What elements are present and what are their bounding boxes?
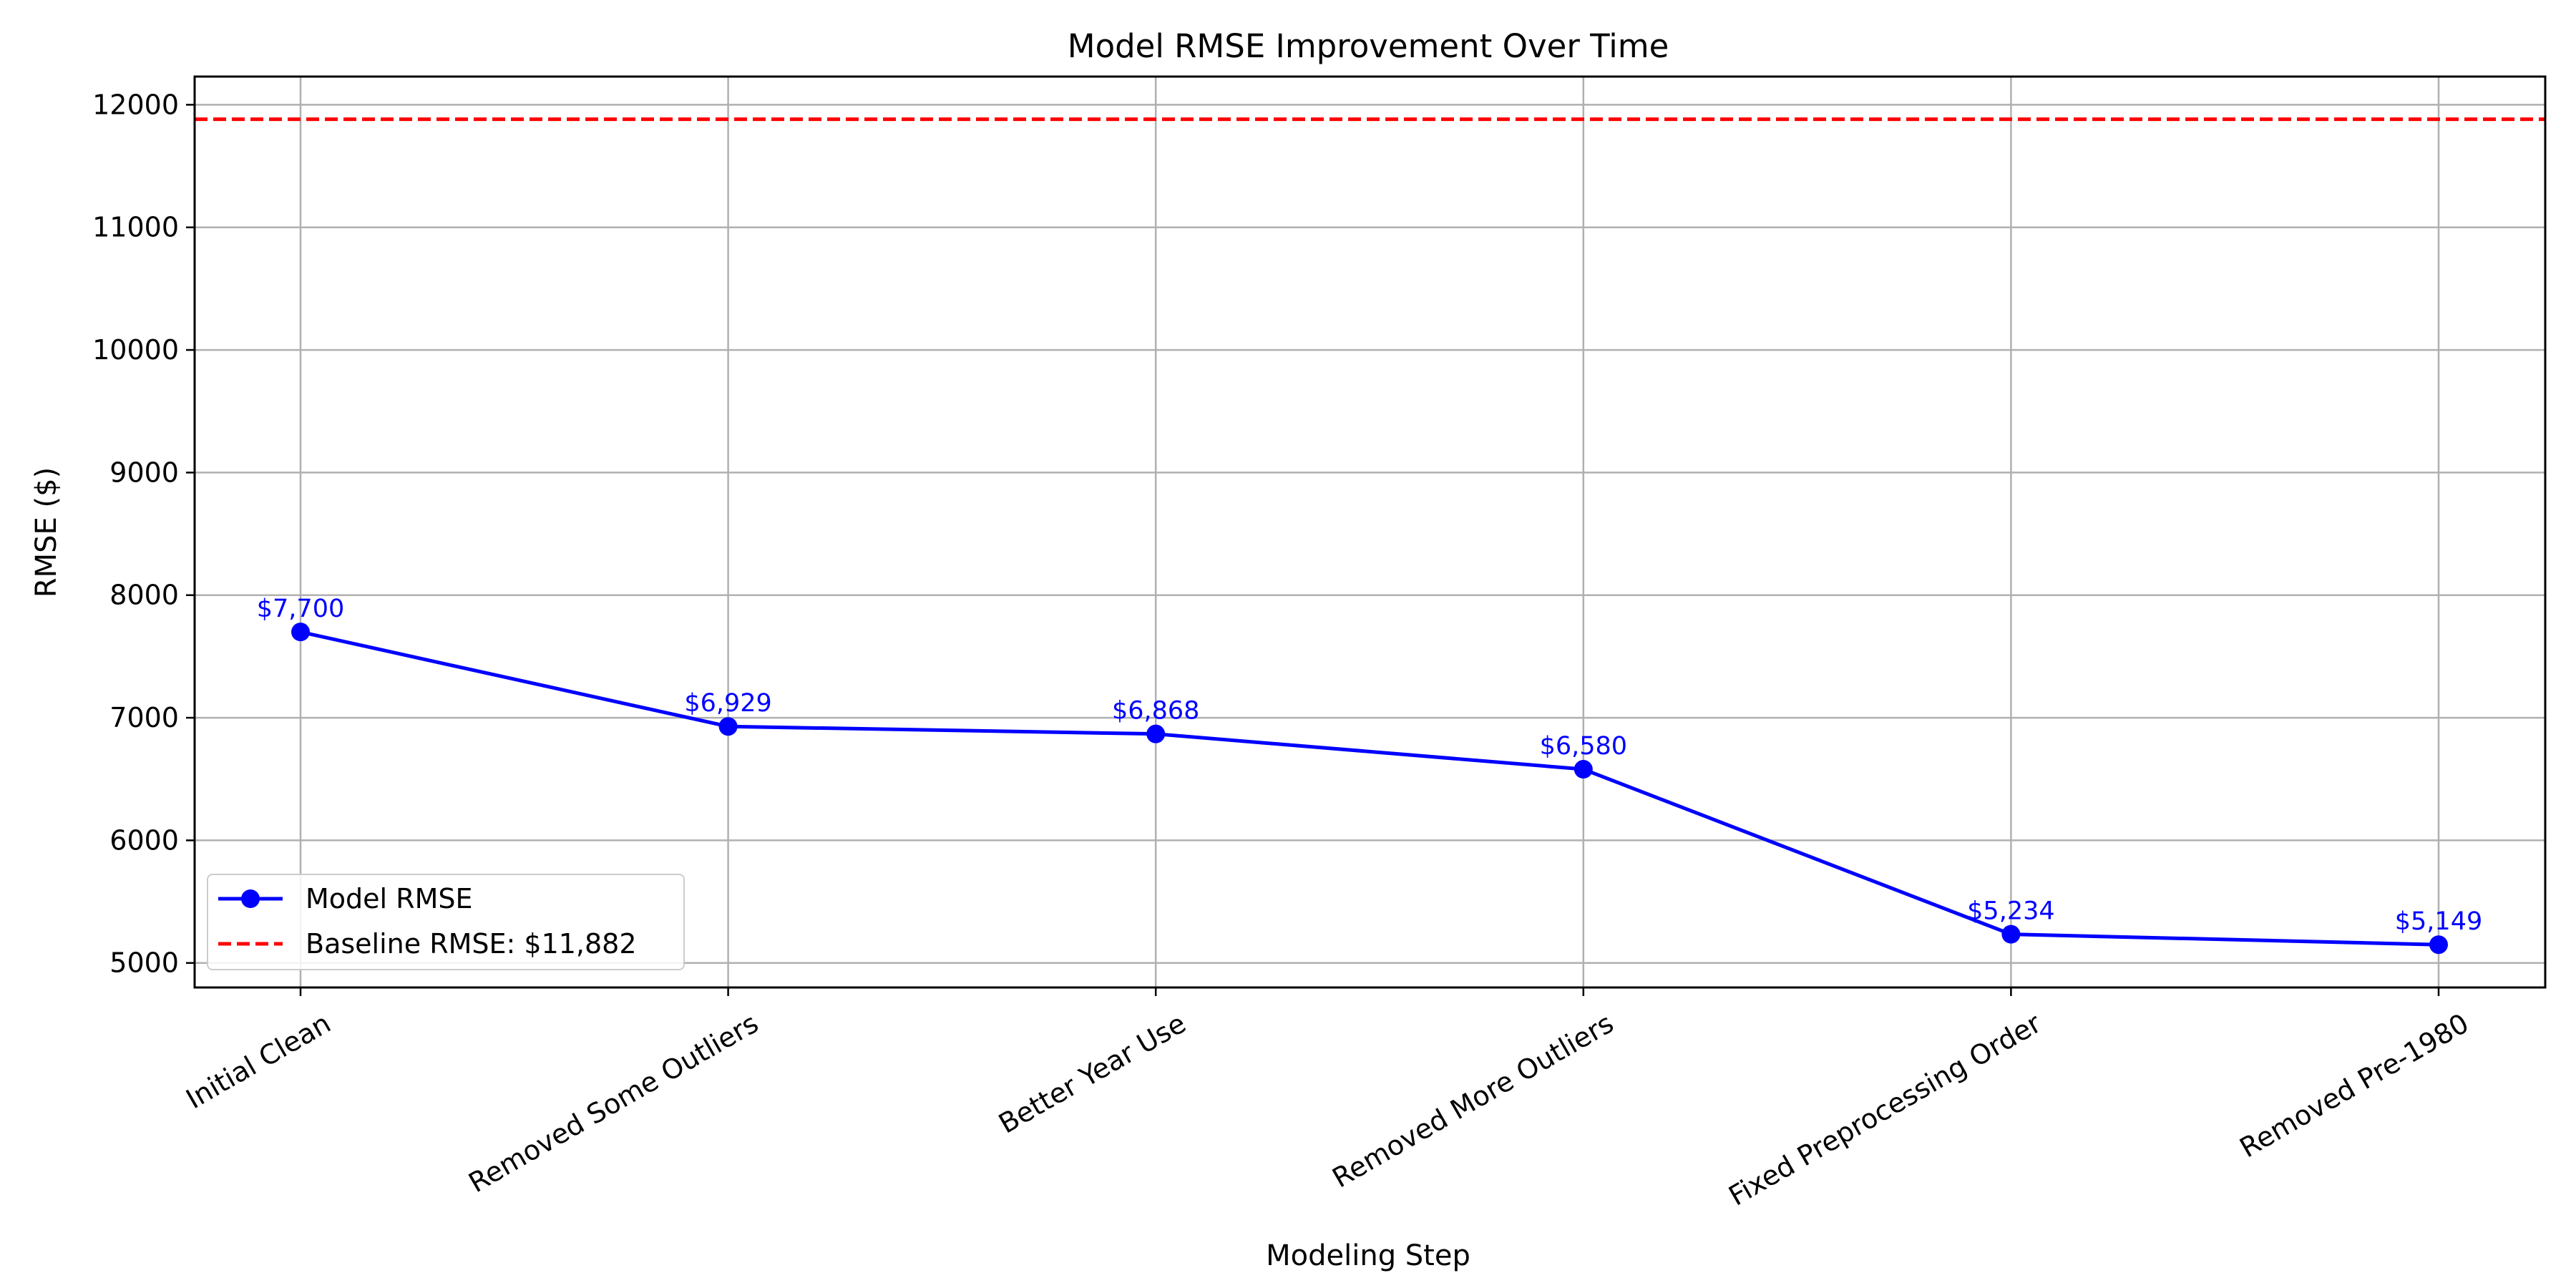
y-tick-label-6000: 6000 bbox=[109, 824, 179, 856]
data-label-2: $6,868 bbox=[1112, 697, 1199, 726]
point-labels: $7,700 $6,929 $6,868 $6,580 $5,234 $5,149 bbox=[257, 595, 2482, 936]
x-tick-label-2: Better Year Use bbox=[993, 1008, 1191, 1140]
data-label-4: $5,234 bbox=[1967, 897, 2054, 926]
legend-model-label: Model RMSE bbox=[306, 883, 473, 914]
y-axis-ticks: 5000 6000 7000 8000 9000 10000 11000 12000 bbox=[92, 89, 195, 979]
x-tick-label-4: Fixed Preprocessing Order bbox=[1724, 1008, 2047, 1212]
data-point-1 bbox=[718, 717, 738, 736]
legend: Model RMSE Baseline RMSE: $11,882 bbox=[207, 874, 685, 970]
x-tick-label-0: Initial Clean bbox=[181, 1008, 336, 1116]
data-label-3: $6,580 bbox=[1540, 732, 1627, 761]
y-tick-label-11000: 11000 bbox=[92, 212, 179, 243]
data-label-5: $5,149 bbox=[2395, 907, 2482, 936]
legend-baseline-label: Baseline RMSE: $11,882 bbox=[306, 928, 637, 960]
y-axis-label: RMSE ($) bbox=[30, 467, 63, 597]
y-tick-label-8000: 8000 bbox=[109, 580, 179, 611]
y-tick-label-7000: 7000 bbox=[109, 702, 179, 733]
y-tick-label-10000: 10000 bbox=[92, 334, 179, 366]
x-tick-label-3: Removed More Outliers bbox=[1327, 1008, 1619, 1194]
chart-title: Model RMSE Improvement Over Time bbox=[1068, 27, 1669, 65]
legend-model-marker bbox=[241, 889, 260, 908]
x-axis-ticks: Initial Clean Removed Some Outliers Better… bbox=[181, 987, 2474, 1212]
y-tick-label-12000: 12000 bbox=[92, 89, 179, 120]
series-line-0 bbox=[300, 630, 2439, 947]
x-tick-label-1: Removed Some Outliers bbox=[464, 1008, 764, 1199]
grid bbox=[195, 77, 2545, 987]
plot-frame bbox=[193, 75, 2547, 989]
y-tick-label-9000: 9000 bbox=[109, 457, 179, 488]
x-tick-label-5: Removed Pre-1980 bbox=[2235, 1008, 2474, 1164]
y-tick-label-5000: 5000 bbox=[109, 947, 179, 979]
data-point-0 bbox=[291, 623, 310, 642]
x-axis-label: Modeling Step bbox=[1266, 1239, 1470, 1272]
data-label-1: $6,929 bbox=[684, 689, 771, 718]
data-point-5 bbox=[2429, 935, 2448, 955]
legend-box bbox=[207, 874, 685, 970]
data-label-0: $7,700 bbox=[257, 595, 344, 623]
data-point-4 bbox=[2001, 924, 2021, 944]
model-rmse-series bbox=[291, 623, 2448, 955]
data-point-2 bbox=[1146, 724, 1166, 743]
data-point-3 bbox=[1574, 760, 1593, 779]
